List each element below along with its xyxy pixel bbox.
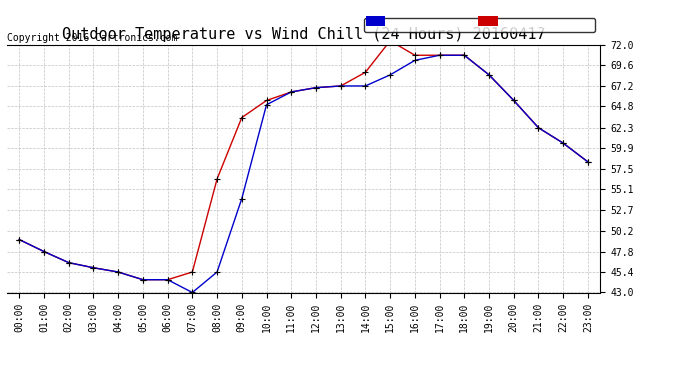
Legend: Wind Chill (°F), Temperature (°F): Wind Chill (°F), Temperature (°F)	[364, 18, 595, 32]
Text: Copyright 2016 Cartronics.com: Copyright 2016 Cartronics.com	[7, 33, 177, 42]
Title: Outdoor Temperature vs Wind Chill (24 Hours) 20160417: Outdoor Temperature vs Wind Chill (24 Ho…	[62, 27, 545, 42]
